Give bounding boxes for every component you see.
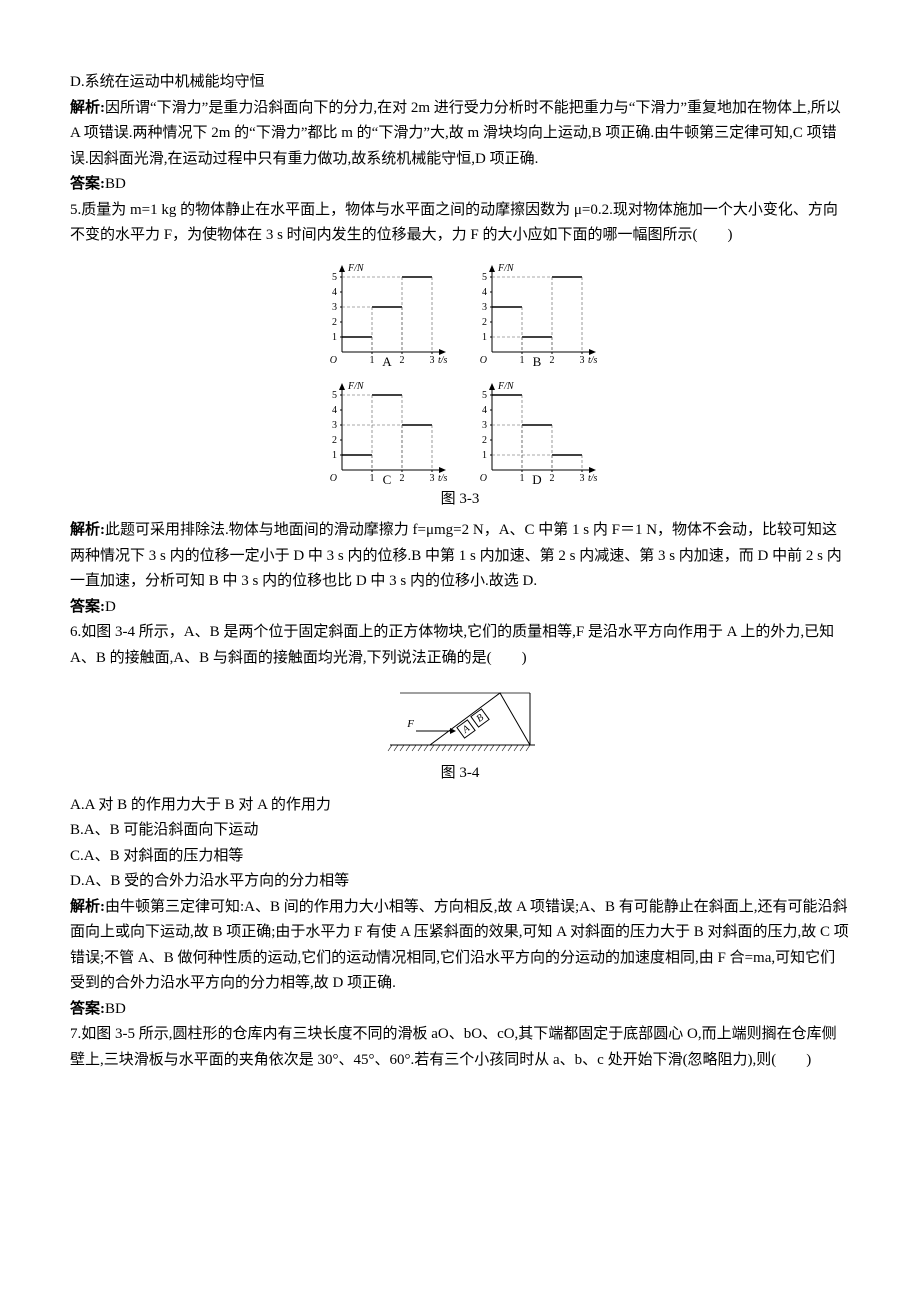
svg-text:3: 3 <box>332 302 337 313</box>
q4-answer: 答案:BD <box>70 172 850 198</box>
answer-label: 答案: <box>70 1001 105 1017</box>
q6-analysis: 解析:由牛顿第三定律可知:A、B 间的作用力大小相等、方向相反,故 A 项错误;… <box>70 895 850 997</box>
q5-stem: 5.质量为 m=1 kg 的物体静止在水平面上，物体与水平面之间的动摩擦因数为 … <box>70 198 850 249</box>
svg-text:3: 3 <box>430 355 435 366</box>
q4-answer-val: BD <box>105 176 126 192</box>
svg-text:O: O <box>330 355 337 366</box>
q5-answer-val: D <box>105 599 116 615</box>
answer-label: 答案: <box>70 599 105 615</box>
q6-option-d: D.A、B 受的合外力沿水平方向的分力相等 <box>70 869 850 895</box>
svg-text:5: 5 <box>332 272 337 283</box>
q6-stem: 6.如图 3-4 所示，A、B 是两个位于固定斜面上的正方体物块,它们的质量相等… <box>70 620 850 671</box>
svg-text:O: O <box>330 473 337 484</box>
q4-analysis: 解析:因所谓“下滑力”是重力沿斜面向下的分力,在对 2m 进行受力分析时不能把重… <box>70 96 850 173</box>
svg-text:4: 4 <box>482 405 487 416</box>
svg-text:F/N: F/N <box>347 263 365 274</box>
svg-text:2: 2 <box>332 317 337 328</box>
svg-text:t/s: t/s <box>588 473 598 484</box>
q4-analysis-text: 因所谓“下滑力”是重力沿斜面向下的分力,在对 2m 进行受力分析时不能把重力与“… <box>70 100 841 167</box>
q6-option-b: B.A、B 可能沿斜面向下运动 <box>70 818 850 844</box>
svg-text:1: 1 <box>520 473 525 484</box>
q6-answer: 答案:BD <box>70 997 850 1023</box>
q6-analysis-text: 由牛顿第三定律可知:A、B 间的作用力大小相等、方向相反,故 A 项错误;A、B… <box>70 899 849 992</box>
svg-text:4: 4 <box>482 287 487 298</box>
svg-text:F: F <box>406 718 414 730</box>
svg-text:O: O <box>480 355 487 366</box>
answer-label: 答案: <box>70 176 105 192</box>
svg-text:3: 3 <box>482 420 487 431</box>
svg-text:3: 3 <box>482 302 487 313</box>
svg-text:1: 1 <box>332 332 337 343</box>
svg-text:2: 2 <box>482 435 487 446</box>
svg-text:B: B <box>533 354 542 369</box>
svg-text:t/s: t/s <box>438 355 448 366</box>
svg-text:4: 4 <box>332 287 337 298</box>
svg-text:5: 5 <box>482 272 487 283</box>
svg-text:2: 2 <box>400 473 405 484</box>
svg-text:5: 5 <box>482 390 487 401</box>
svg-text:A: A <box>382 354 392 369</box>
svg-text:F/N: F/N <box>347 381 365 392</box>
svg-text:3: 3 <box>580 355 585 366</box>
svg-text:2: 2 <box>550 355 555 366</box>
svg-text:1: 1 <box>332 450 337 461</box>
q6-answer-val: BD <box>105 1001 126 1017</box>
figure-3-3-caption: 图 3-3 <box>70 487 850 513</box>
svg-text:2: 2 <box>482 317 487 328</box>
svg-text:1: 1 <box>520 355 525 366</box>
svg-text:D: D <box>532 472 541 485</box>
q5-analysis: 解析:此题可采用排除法.物体与地面间的滑动摩擦力 f=μmg=2 N，A、C 中… <box>70 518 850 595</box>
svg-text:1: 1 <box>370 355 375 366</box>
svg-text:2: 2 <box>400 355 405 366</box>
svg-text:t/s: t/s <box>588 355 598 366</box>
figure-3-3: 12345123OF/Nt/sA12345123OF/Nt/sB12345123… <box>70 257 850 485</box>
figure-3-4: ABF <box>70 679 850 759</box>
q5-answer: 答案:D <box>70 595 850 621</box>
svg-text:1: 1 <box>370 473 375 484</box>
q6-option-a: A.A 对 B 的作用力大于 B 对 A 的作用力 <box>70 793 850 819</box>
svg-text:C: C <box>383 472 392 485</box>
q5-analysis-text: 此题可采用排除法.物体与地面间的滑动摩擦力 f=μmg=2 N，A、C 中第 1… <box>70 522 842 589</box>
svg-text:3: 3 <box>580 473 585 484</box>
svg-text:1: 1 <box>482 450 487 461</box>
svg-text:3: 3 <box>332 420 337 431</box>
svg-text:3: 3 <box>430 473 435 484</box>
svg-text:2: 2 <box>550 473 555 484</box>
q7-stem: 7.如图 3-5 所示,圆柱形的仓库内有三块长度不同的滑板 aO、bO、cO,其… <box>70 1022 850 1073</box>
q4-option-d: D.系统在运动中机械能均守恒 <box>70 70 850 96</box>
svg-text:O: O <box>480 473 487 484</box>
svg-text:t/s: t/s <box>438 473 448 484</box>
svg-text:1: 1 <box>482 332 487 343</box>
q6-option-c: C.A、B 对斜面的压力相等 <box>70 844 850 870</box>
svg-text:F/N: F/N <box>497 381 515 392</box>
svg-text:2: 2 <box>332 435 337 446</box>
svg-text:5: 5 <box>332 390 337 401</box>
svg-text:4: 4 <box>332 405 337 416</box>
svg-text:F/N: F/N <box>497 263 515 274</box>
figure-3-4-caption: 图 3-4 <box>70 761 850 787</box>
